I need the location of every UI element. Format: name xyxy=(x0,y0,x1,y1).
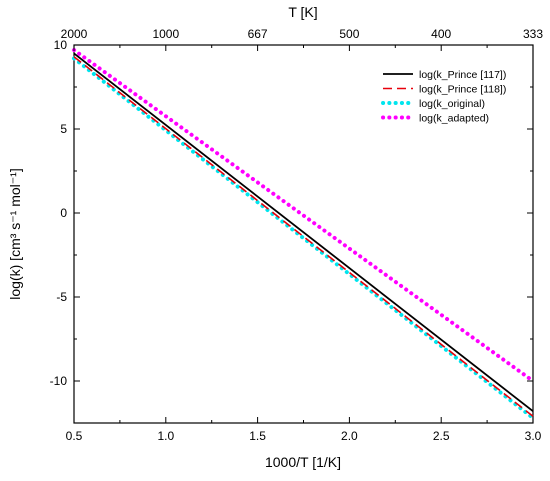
y-tick-label: 10 xyxy=(54,38,68,52)
legend-label: log(k_Prince [118]) xyxy=(419,84,506,96)
top-tick-label: 667 xyxy=(248,27,268,41)
top-tick-label: 1000 xyxy=(152,27,179,41)
top-tick-label: 500 xyxy=(339,27,359,41)
top-tick-label: 333 xyxy=(523,27,543,41)
legend-label: log(k_adapted) xyxy=(419,113,489,125)
series-line-3 xyxy=(72,56,535,420)
x-tick-label: 1.5 xyxy=(249,429,266,443)
x-tick-label: 1.0 xyxy=(157,429,174,443)
series-layer xyxy=(72,48,535,420)
series-line-1 xyxy=(73,52,534,412)
x-tick-label: 2.0 xyxy=(341,429,358,443)
series-line-4 xyxy=(72,48,535,383)
legend-label: log(k_Prince [117]) xyxy=(419,69,506,81)
legend-label: log(k_original) xyxy=(419,98,485,110)
ticks-layer: 0.5 1.0 1.5 2.0 2.5 3.0 2000 1000 667 500 400 333 10… xyxy=(50,27,544,443)
y-tick-label: 5 xyxy=(60,122,67,136)
x-tick-label: 0.5 xyxy=(66,429,83,443)
x-tick-label: 3.0 xyxy=(525,429,542,443)
x-tick-label: 2.5 xyxy=(433,429,450,443)
y-axis-title: log(k) [cm³ s⁻¹ mol⁻¹] xyxy=(7,168,23,299)
x-axis-title: 1000/T [1/K] xyxy=(265,454,341,470)
y-tick-label: -5 xyxy=(56,290,67,304)
y-tick-label: -10 xyxy=(50,374,68,388)
top-tick-label: 2000 xyxy=(61,27,88,41)
y-tick-label: 0 xyxy=(60,206,67,220)
top-axis-title: T [K] xyxy=(288,4,317,20)
legend: log(k_Prince [117]) log(k_Prince [118]) lo… xyxy=(381,69,506,125)
top-tick-label: 400 xyxy=(431,27,451,41)
